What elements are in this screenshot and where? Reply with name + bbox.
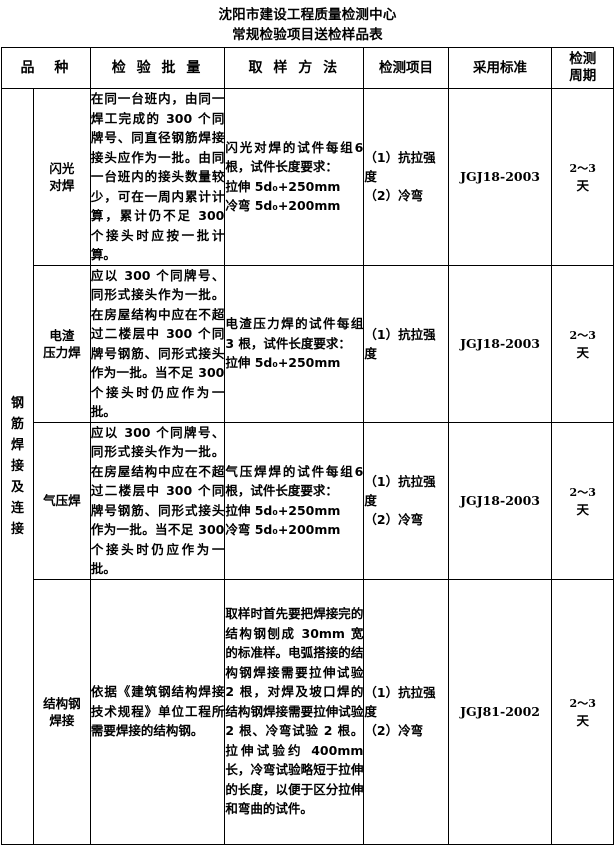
row-type-line1: 闪光 [49,160,75,176]
row-batch-cell: 应以 300 个同牌号、同形式接头作为一批。在房屋结构中应在不超过二楼层中 30… [89,264,226,423]
item-line1: （1）抗拉强度 [364,326,436,361]
header-item: 检测项目 [363,47,449,89]
row-method-cell: 气压焊焊的试件每组6根，试件长度要求： 拉伸 5d₀+250mm 冷弯 5d₀+… [224,421,365,580]
method-line1: 气压焊焊的试件每组6根，试件长度要求： [225,463,364,499]
row-type-cell: 结构钢 焊接 [32,578,91,845]
item-line2: （2）冷弯 [364,723,424,738]
document-titles: 沈阳市建设工程质量检测中心 常规检验项目送检样品表 [0,0,615,45]
cycle-unit: 天 [576,712,589,728]
cycle-value: 2～3 [569,696,596,710]
row-standard-cell: JGJ18-2003 [447,264,553,423]
cycle-value: 2～3 [569,161,596,175]
row-item-cell: （1）抗拉强度 （2）冷弯 [363,578,449,845]
header-category: 品 种 [1,47,91,89]
row-type-line2: 对焊 [49,177,75,193]
row-type-line1: 电渣 [49,327,75,343]
header-method: 取 样 方 法 [224,47,365,89]
method-line2: 拉伸 5d₀+250mm [225,502,341,518]
row-cycle-cell: 2～3 天 [551,578,614,845]
item-line1: （1）抗拉强度 [364,685,436,719]
method-line3: 冷弯 5d₀+200mm [225,522,341,537]
method-line1: 闪光对焊的试件每组6根，试件长度要求： [225,139,364,175]
row-type-cell: 闪光 对焊 [32,88,91,266]
table-row: 气压焊 应以 300 个同牌号、同形式接头作为一批。在房屋结构中应在不超过二楼层… [2,421,614,580]
row-type-line1: 结构钢 [43,695,81,711]
header-cycle: 检测 周期 [551,47,614,89]
item-line1: （1）抗拉强度 [364,474,436,508]
row-batch-cell: 依据《建筑钢结构焊接技术规程》单位工程所需要焊接的结构钢。 [89,578,226,845]
header-standard: 采用标准 [447,47,553,89]
inspection-table: 品 种 检 验 批 量 取 样 方 法 检测项目 采用标准 检测 周期 钢筋焊接… [1,47,614,845]
header-cycle-line1: 检测 [569,51,597,67]
category-group-cell: 钢筋焊接及连接 [1,88,34,845]
row-item-cell: （1）抗拉强度 （2）冷弯 [363,421,449,580]
row-method-cell: 电渣压力焊的试件每组 3 根，试件长度要求： 拉伸 5d₀+250mm [224,264,365,423]
item-line2: （2）冷弯 [364,188,424,204]
method-line2: 拉伸 5d₀+250mm [225,355,341,371]
row-cycle-cell: 2～3 天 [551,88,614,266]
item-line2: （2）冷弯 [364,512,424,527]
row-batch-cell: 在同一台班内，由同一焊工完成的 300 个同牌号、同直径钢筋焊接接头应作为一批。… [89,88,226,266]
category-group-label: 钢筋焊接及连接 [10,395,24,537]
row-standard-cell: JGJ81-2002 [447,578,553,845]
row-item-cell: （1）抗拉强度 （2）冷弯 [363,88,449,266]
cycle-unit: 天 [576,344,589,360]
row-cycle-cell: 2～3 天 [551,264,614,423]
row-item-cell: （1）抗拉强度 [363,264,449,423]
row-batch-cell: 应以 300 个同牌号、同形式接头作为一批。在房屋结构中应在不超过二楼层中 30… [89,421,226,580]
method-line2: 拉伸 5d₀+250mm [225,178,341,194]
table-row: 电渣 压力焊 应以 300 个同牌号、同形式接头作为一批。在房屋结构中应在不超过… [2,264,614,423]
header-cycle-line2: 周期 [569,68,597,84]
row-cycle-cell: 2～3 天 [551,421,614,580]
row-standard-cell: JGJ18-2003 [447,88,553,266]
method-line1: 电渣压力焊的试件每组 3 根，试件长度要求： [225,316,364,351]
row-type-cell: 电渣 压力焊 [32,264,91,423]
row-type-line1: 气压焊 [43,493,81,508]
row-type-cell: 气压焊 [32,421,91,580]
row-type-line2: 焊接 [49,712,75,728]
table-row: 结构钢 焊接 依据《建筑钢结构焊接技术规程》单位工程所需要焊接的结构钢。 取样时… [2,578,614,845]
header-batch: 检 验 批 量 [89,47,226,89]
row-type-line2: 压力焊 [43,344,81,360]
row-method-cell: 取样时首先要把焊接完的结构钢刨成 30mm 宽的标准样。电弧搭接的结构钢焊接需要… [224,578,365,845]
item-line1: （1）抗拉强度 [364,150,436,185]
cycle-unit: 天 [576,501,589,517]
table-row: 钢筋焊接及连接 闪光 对焊 在同一台班内，由同一焊工完成的 300 个同牌号、同… [1,88,614,845]
cycle-value: 2～3 [569,485,596,499]
page-title: 沈阳市建设工程质量检测中心 [218,7,397,23]
cycle-unit: 天 [576,177,589,193]
row-standard-cell: JGJ18-2003 [447,421,553,580]
page-subtitle: 常规检验项目送检样品表 [232,27,383,43]
row-method-cell: 闪光对焊的试件每组6根，试件长度要求： 拉伸 5d₀+250mm 冷弯 5d₀+… [224,88,365,266]
table-header-row: 品 种 检 验 批 量 取 样 方 法 检测项目 采用标准 检测 周期 [1,47,614,89]
cycle-value: 2～3 [569,328,596,342]
method-line3: 冷弯 5d₀+200mm [225,198,341,214]
